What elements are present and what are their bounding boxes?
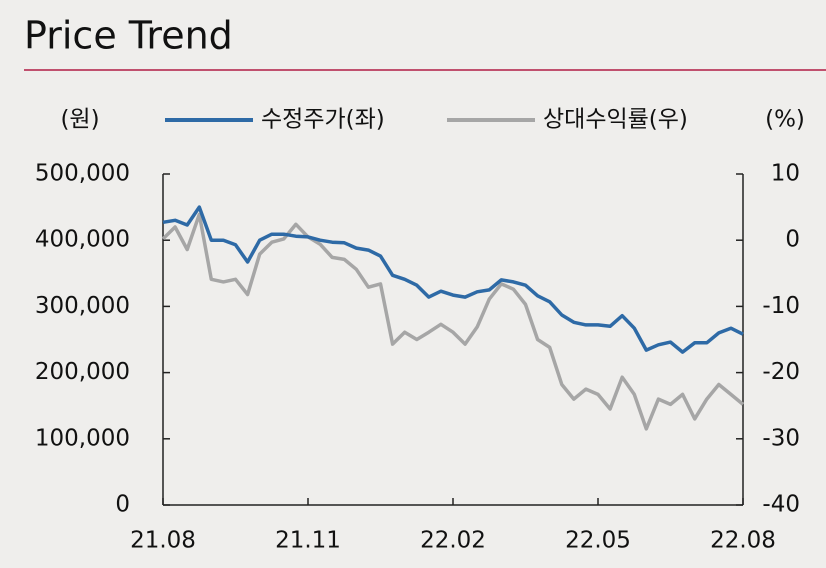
y2-tick-label: -10	[762, 293, 800, 319]
chart-title: Price Trend	[24, 14, 233, 58]
legend-label: 수정주가(좌)	[261, 107, 385, 133]
y2-tick-label: -40	[762, 492, 800, 518]
y-tick-label: 100,000	[35, 425, 130, 451]
y2-tick-label: 10	[771, 161, 800, 187]
x-tick-label: 21.11	[275, 528, 341, 554]
y2-tick-label: 0	[785, 227, 800, 253]
y-tick-label: 200,000	[35, 359, 130, 385]
y2-unit-label: (%)	[765, 107, 805, 133]
x-tick-label: 21.08	[130, 528, 196, 554]
x-tick-label: 22.02	[420, 528, 486, 554]
y-tick-label: 500,000	[35, 161, 130, 187]
series-line	[162, 205, 744, 354]
y-unit-label: (원)	[60, 107, 99, 133]
x-tick-label: 22.08	[710, 528, 776, 554]
y-tick-label: 0	[115, 492, 130, 518]
y2-tick-label: -20	[762, 359, 800, 385]
x-tick-label: 22.05	[565, 528, 631, 554]
y2-tick-label: -30	[762, 425, 800, 451]
y-tick-label: 300,000	[35, 293, 130, 319]
y-tick-label: 400,000	[35, 227, 130, 253]
legend-label: 상대수익률(우)	[543, 107, 688, 133]
series-line	[161, 212, 745, 431]
